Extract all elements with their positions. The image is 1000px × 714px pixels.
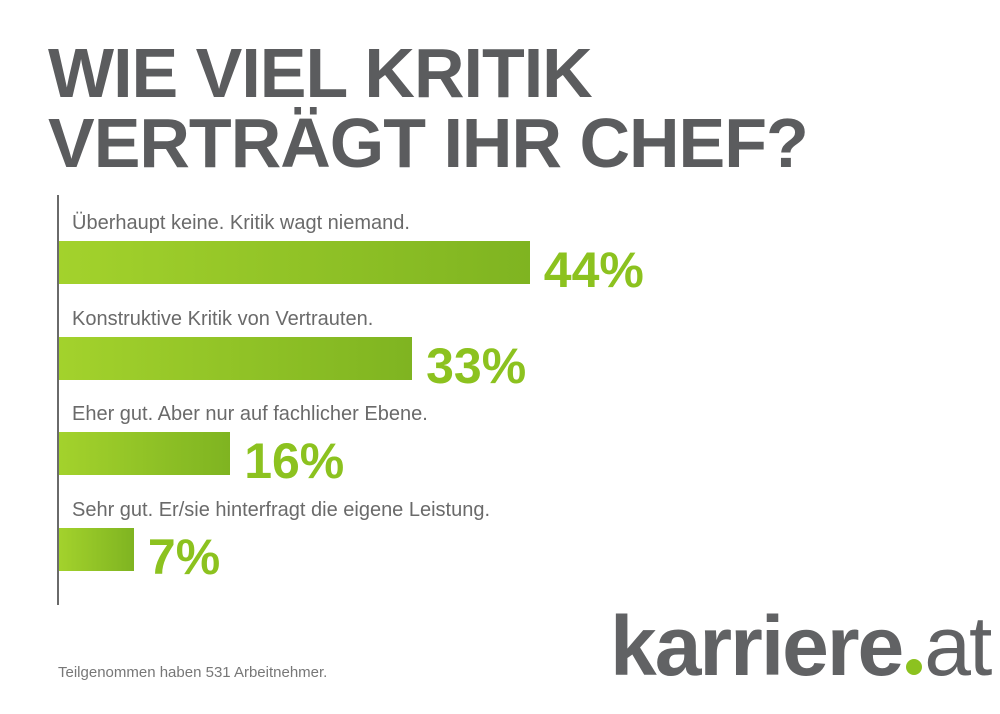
karriere-logo: karriere at xyxy=(610,604,992,688)
title-line-1: WIE VIEL KRITIK xyxy=(48,34,593,112)
value-label: 16% xyxy=(244,433,345,489)
category-label: Eher gut. Aber nur auf fachlicher Ebene. xyxy=(72,403,428,425)
category-label: Sehr gut. Er/sie hinterfragt die eigene … xyxy=(72,499,491,521)
chart-title: WIE VIEL KRITIK VERTRÄGT IHR CHEF? xyxy=(48,38,809,178)
title-line-2: VERTRÄGT IHR CHEF? xyxy=(48,104,809,182)
footer-note: Teilgenommen haben 531 Arbeitnehmer. xyxy=(58,664,328,681)
category-label: Überhaupt keine. Kritik wagt niemand. xyxy=(72,212,410,234)
category-label: Konstruktive Kritik von Vertrauten. xyxy=(72,308,374,330)
bar xyxy=(59,337,413,380)
logo-suffix: at xyxy=(924,599,992,693)
y-axis-line xyxy=(57,195,59,605)
bar xyxy=(59,432,231,475)
value-label: 33% xyxy=(426,338,527,394)
value-label: 44% xyxy=(543,242,644,298)
logo-main: karriere xyxy=(610,599,904,693)
logo-dot xyxy=(906,659,923,675)
bar xyxy=(59,528,134,571)
value-label: 7% xyxy=(147,529,221,585)
bar xyxy=(59,241,530,284)
